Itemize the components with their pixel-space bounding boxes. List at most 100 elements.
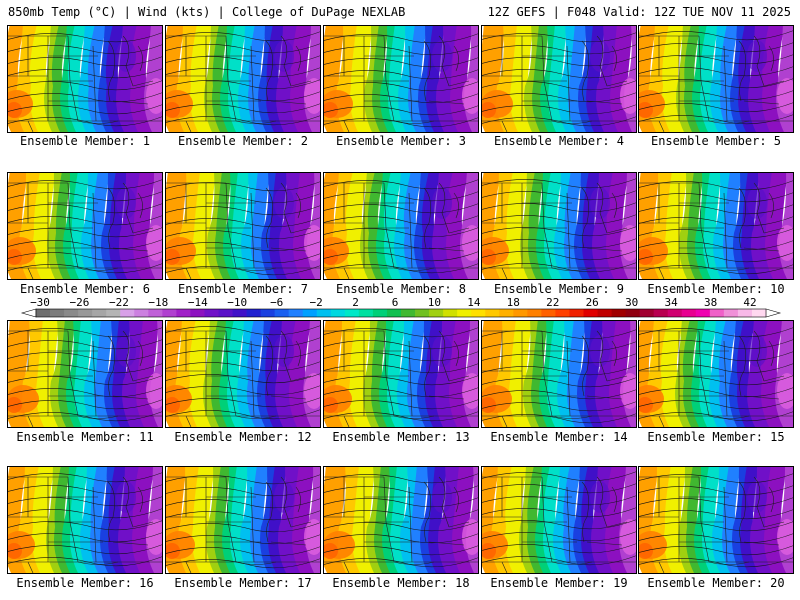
colorbar-tick-label: 6 — [392, 297, 399, 309]
ensemble-panel[interactable] — [638, 172, 794, 280]
colorbar-swatch — [148, 309, 163, 317]
ensemble-panel[interactable] — [7, 172, 163, 280]
temperature-map — [324, 321, 478, 427]
temperature-map — [639, 173, 793, 279]
ensemble-panel[interactable] — [638, 320, 794, 428]
temperature-map — [166, 321, 320, 427]
ensemble-member-label: Ensemble Member: 4 — [493, 134, 625, 148]
colorbar-swatch — [541, 309, 556, 317]
ensemble-member-label: Ensemble Member: 17 — [174, 576, 312, 590]
temperature-map — [8, 173, 162, 279]
colorbar-tick-label: 42 — [743, 297, 756, 309]
colorbar-swatch — [50, 309, 65, 317]
colorbar-swatch — [681, 309, 697, 317]
colorbar-swatch — [471, 309, 486, 317]
temperature-map — [324, 173, 478, 279]
ensemble-panel[interactable] — [638, 25, 794, 133]
colorbar-tick-label: 2 — [352, 297, 359, 309]
colorbar-tick-label: 14 — [467, 297, 481, 309]
ensemble-member-label: Ensemble Member: 16 — [16, 576, 154, 590]
colorbar-swatch — [344, 309, 360, 317]
colorbar-swatch — [723, 309, 739, 317]
ensemble-panel[interactable] — [481, 25, 637, 133]
colorbar-swatch — [513, 309, 528, 317]
temperature-map — [482, 467, 636, 573]
ensemble-member-label: Ensemble Member: 6 — [19, 282, 151, 296]
ensemble-member-label: Ensemble Member: 8 — [335, 282, 467, 296]
colorbar-swatch — [695, 309, 711, 317]
colorbar-tick-label: 38 — [704, 297, 717, 309]
ensemble-member-label: Ensemble Member: 15 — [647, 430, 785, 444]
temperature-map — [324, 467, 478, 573]
ensemble-panel[interactable] — [165, 25, 321, 133]
ensemble-member-label: Ensemble Member: 1 — [19, 134, 151, 148]
temperature-map — [482, 321, 636, 427]
colorbar-tick-label: −6 — [270, 297, 283, 309]
colorbar-swatch — [288, 309, 304, 317]
colorbar-swatch — [106, 309, 121, 317]
header: 850mb Temp (°C) | Wind (kts) | College o… — [0, 0, 800, 24]
colorbar-swatch — [555, 309, 570, 317]
colorbar-tick-label: 18 — [507, 297, 520, 309]
colorbar-swatch — [372, 309, 388, 317]
colorbar-swatch — [583, 309, 598, 317]
colorbar-swatch — [751, 309, 767, 317]
temperature-map — [8, 321, 162, 427]
colorbar-swatch — [485, 309, 500, 317]
colorbar-tick-label: −22 — [109, 297, 129, 309]
colorbar-swatch — [64, 309, 79, 317]
colorbar-graphic: −30 −26 −22 −18 −14 −10 −6 −2 2 6 10 14 18 22 26 30 34 38… — [20, 297, 782, 318]
ensemble-panel[interactable] — [481, 172, 637, 280]
colorbar-swatch — [429, 309, 444, 317]
temperature-map — [166, 467, 320, 573]
temperature-map — [166, 26, 320, 132]
colorbar-swatch — [443, 309, 458, 317]
colorbar-swatch — [330, 309, 346, 317]
ensemble-member-label: Ensemble Member: 7 — [177, 282, 309, 296]
temperature-map — [639, 26, 793, 132]
colorbar-tick-label: 26 — [586, 297, 599, 309]
colorbar-tick-label: 30 — [625, 297, 638, 309]
colorbar-swatch — [190, 309, 205, 317]
ensemble-member-label: Ensemble Member: 18 — [332, 576, 470, 590]
colorbar-right-arrow — [765, 308, 782, 318]
ensemble-panel[interactable] — [323, 25, 479, 133]
ensemble-panel[interactable] — [481, 466, 637, 574]
ensemble-panel[interactable] — [7, 25, 163, 133]
ensemble-member-label: Ensemble Member: 10 — [647, 282, 785, 296]
temperature-map — [166, 173, 320, 279]
ensemble-member-label: Ensemble Member: 13 — [332, 430, 470, 444]
ensemble-panel[interactable] — [638, 466, 794, 574]
colorbar-swatch — [527, 309, 542, 317]
colorbar-tick-label: −18 — [148, 297, 168, 309]
ensemble-panel[interactable] — [165, 320, 321, 428]
colorbar-swatch — [737, 309, 753, 317]
colorbar-swatch — [246, 309, 262, 317]
colorbar-swatch — [92, 309, 107, 317]
ensemble-panel[interactable] — [481, 320, 637, 428]
colorbar-swatch — [162, 309, 177, 317]
ensemble-member-label: Ensemble Member: 2 — [177, 134, 309, 148]
ensemble-panel[interactable] — [323, 466, 479, 574]
colorbar-swatch — [386, 309, 402, 317]
ensemble-member-label: Ensemble Member: 20 — [647, 576, 785, 590]
ensemble-panel[interactable] — [323, 320, 479, 428]
model-valid-time: 12Z GEFS | F048 Valid: 12Z TUE NOV 11 20… — [487, 5, 791, 19]
temperature-map — [639, 467, 793, 573]
colorbar-tick-label: −30 — [30, 297, 50, 309]
colorbar-left-arrow — [20, 308, 37, 318]
colorbar-swatch — [316, 309, 332, 317]
ensemble-panel[interactable] — [7, 320, 163, 428]
ensemble-panel[interactable] — [165, 466, 321, 574]
temperature-colorbar: −30 −26 −22 −18 −14 −10 −6 −2 2 6 10 14 18 22 26 30 34 38… — [0, 297, 800, 321]
colorbar-swatch — [653, 309, 669, 317]
ensemble-panel[interactable] — [323, 172, 479, 280]
colorbar-tick-label: −14 — [188, 297, 208, 309]
colorbar-swatch — [625, 309, 641, 317]
ensemble-panel[interactable] — [165, 172, 321, 280]
colorbar-swatch — [709, 309, 725, 317]
colorbar-swatch — [120, 309, 135, 317]
temperature-map — [482, 26, 636, 132]
ensemble-panel[interactable] — [7, 466, 163, 574]
temperature-map — [324, 26, 478, 132]
